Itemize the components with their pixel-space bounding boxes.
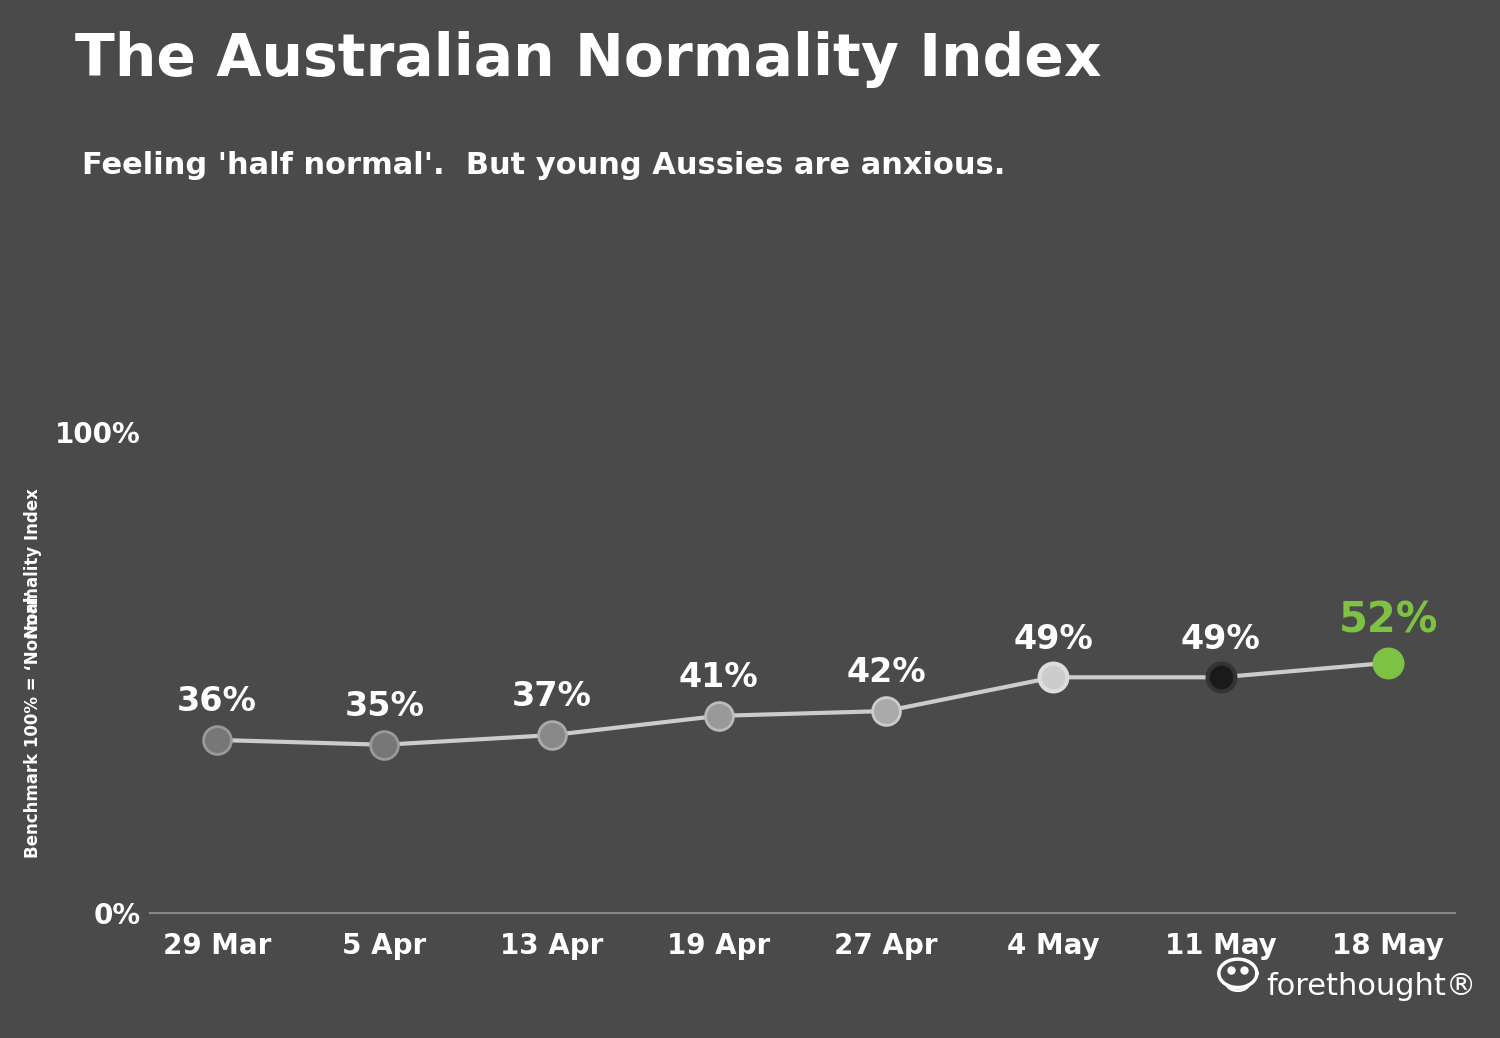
Text: 36%: 36%: [177, 685, 256, 718]
Text: 42%: 42%: [846, 656, 926, 689]
Text: 52%: 52%: [1338, 599, 1438, 641]
Text: 35%: 35%: [345, 690, 424, 723]
Text: The Australian Normality Index: The Australian Normality Index: [75, 31, 1101, 88]
Text: Feeling 'half normal'.  But young Aussies are anxious.: Feeling 'half normal'. But young Aussies…: [82, 151, 1006, 180]
Text: forethought®: forethought®: [1266, 973, 1476, 1002]
Text: 49%: 49%: [1014, 623, 1094, 656]
Text: Normality Index: Normality Index: [24, 488, 42, 637]
Text: Benchmark 100% = ‘Normal’: Benchmark 100% = ‘Normal’: [24, 591, 42, 858]
Text: 37%: 37%: [512, 681, 591, 713]
Text: 41%: 41%: [680, 661, 759, 694]
Text: 49%: 49%: [1180, 623, 1260, 656]
